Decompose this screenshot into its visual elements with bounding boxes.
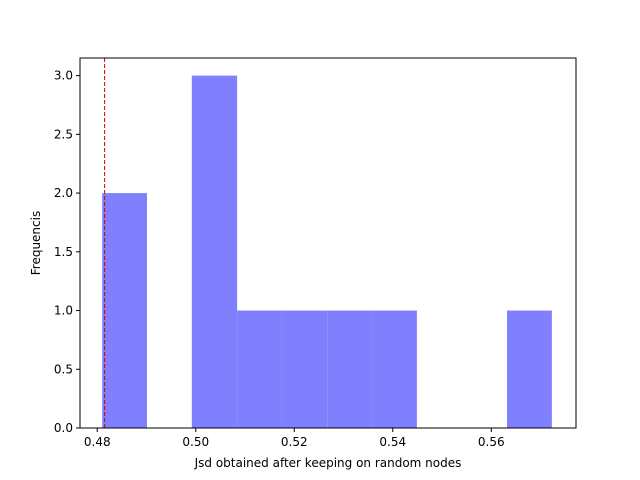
y-tick-label-1: 0.5 — [54, 362, 73, 376]
x-tick-label-0: 0.48 — [84, 435, 111, 449]
histogram-bars — [102, 75, 552, 428]
histogram-bar-2 — [191, 75, 238, 428]
y-tick-label-5: 2.5 — [54, 127, 73, 141]
y-tick-label-2: 1.0 — [54, 304, 73, 318]
histogram-bar-3 — [237, 310, 282, 428]
x-tick-label-4: 0.56 — [478, 435, 505, 449]
histogram-bar-6 — [372, 310, 417, 428]
y-tick-label-4: 2.0 — [54, 186, 73, 200]
x-tick-label-2: 0.52 — [281, 435, 308, 449]
x-tick-label-1: 0.50 — [182, 435, 209, 449]
histogram-bar-9 — [507, 310, 552, 428]
y-axis-ticks: 0.0 0.5 1.0 1.5 2.0 2.5 3.0 — [54, 69, 80, 435]
x-axis-label: Jsd obtained after keeping on random nod… — [194, 456, 462, 470]
plot-frame — [79, 57, 577, 429]
x-tick-label-3: 0.54 — [379, 435, 406, 449]
histogram-bar-4 — [281, 310, 328, 428]
y-axis-label: Frequencis — [29, 211, 43, 275]
histogram-bar-5 — [327, 310, 373, 428]
y-tick-label-6: 3.0 — [54, 69, 73, 83]
x-axis-ticks: 0.48 0.50 0.52 0.54 0.56 — [84, 428, 505, 449]
y-tick-label-3: 1.5 — [54, 245, 73, 259]
histogram-bar-0 — [102, 193, 147, 428]
y-tick-label-0: 0.0 — [54, 421, 73, 435]
